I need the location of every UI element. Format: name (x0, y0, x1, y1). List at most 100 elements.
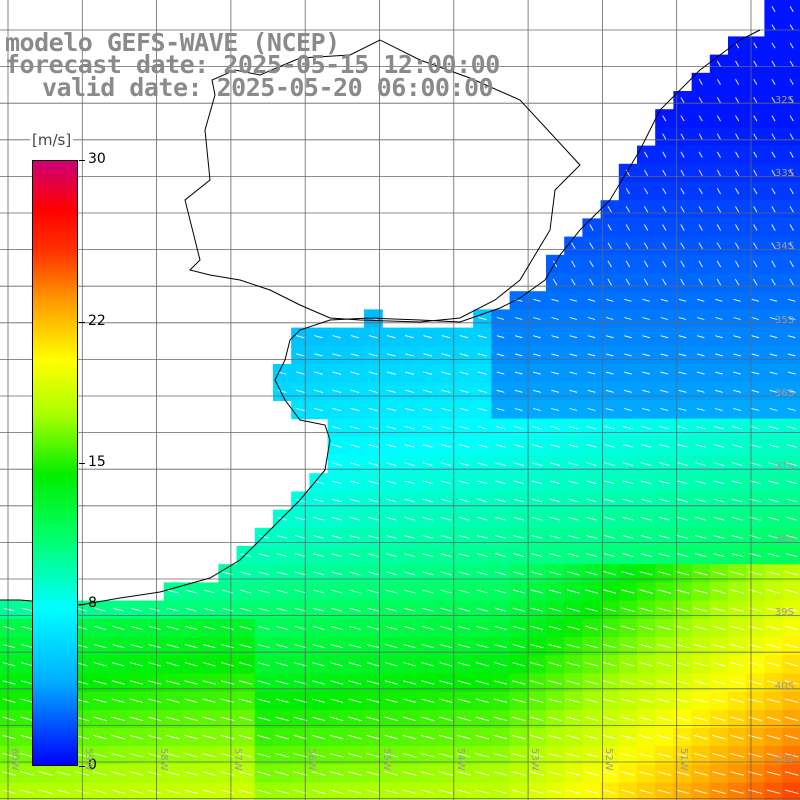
latitude-label: 36S (774, 387, 794, 399)
wind-speed-cell (782, 200, 800, 219)
wind-arrow (457, 625, 471, 630)
wind-arrow (350, 444, 360, 448)
wind-arrow (275, 680, 289, 685)
wind-arrow (403, 607, 416, 612)
wind-arrow (495, 480, 506, 485)
wind-arrow (678, 335, 687, 339)
wind-arrow (569, 389, 578, 393)
wind-arrow (751, 317, 760, 320)
wind-arrow (512, 571, 525, 576)
wind-arrow (711, 643, 726, 649)
wind-arrow (257, 625, 270, 630)
wind-arrow (295, 498, 306, 503)
wind-arrow (680, 242, 685, 249)
wind-arrow (367, 553, 379, 557)
wind-arrow (514, 408, 523, 411)
wind-arrow (459, 462, 470, 466)
wind-arrow (184, 789, 199, 794)
wind-arrow (441, 389, 451, 393)
wind-arrow (771, 169, 776, 177)
wind-arrow (768, 462, 779, 466)
wind-arrow (402, 753, 417, 758)
wind-arrow (238, 734, 253, 740)
wind-arrow (403, 662, 416, 667)
wind-arrow (348, 625, 361, 630)
wind-arrow (735, 78, 740, 85)
wind-arrow (348, 644, 362, 649)
wind-arrow (423, 389, 433, 393)
wind-arrow (585, 534, 598, 539)
wind-arrow (693, 607, 708, 612)
wind-arrow (657, 698, 672, 703)
wind-arrow (549, 535, 561, 539)
wind-arrow (658, 553, 671, 558)
wind-arrow (184, 716, 199, 722)
wind-arrow (623, 371, 632, 375)
wind-arrow (514, 335, 523, 339)
wind-arrow (771, 78, 776, 85)
wind-arrow (620, 698, 635, 703)
wind-arrow (713, 534, 725, 539)
wind-arrow (584, 680, 599, 685)
wind-speed-cell (782, 273, 800, 292)
wind-arrow (422, 407, 433, 412)
wind-arrow (368, 353, 378, 357)
wind-arrow (678, 317, 687, 320)
wind-arrow (421, 644, 434, 649)
wind-arrow (275, 698, 289, 703)
wind-speed-cell (218, 782, 238, 800)
wind-arrow (789, 24, 794, 31)
wind-arrow (167, 589, 179, 594)
wind-arrow (696, 353, 705, 357)
wind-speed-cell (291, 782, 310, 800)
wind-arrow (511, 789, 526, 794)
wind-arrow (531, 444, 542, 448)
wind-arrow (658, 498, 670, 503)
colorbar-tick-label: 8 (88, 595, 97, 612)
wind-arrow (787, 408, 796, 411)
wind-arrow (476, 607, 489, 612)
wind-arrow (312, 607, 325, 612)
wind-speed-cell (364, 782, 383, 800)
wind-arrow (423, 353, 433, 357)
wind-arrow (220, 698, 235, 703)
colorbar-tick-mark (79, 766, 85, 767)
wind-arrow (766, 662, 781, 667)
colorbar-tick-mark (79, 160, 85, 161)
wind-arrow (367, 535, 379, 539)
wind-arrow (529, 753, 544, 758)
wind-arrow (785, 553, 798, 558)
wind-arrow (459, 389, 469, 393)
wind-arrow (258, 589, 270, 594)
wind-arrow (532, 408, 541, 411)
wind-arrow (696, 335, 705, 339)
wind-arrow (148, 644, 162, 649)
wind-arrow (368, 407, 378, 412)
wind-arrow (675, 734, 690, 740)
wind-arrow (734, 260, 740, 268)
wind-arrow (714, 371, 723, 375)
wind-arrow (730, 734, 745, 740)
wind-arrow (184, 662, 198, 667)
wind-arrow (423, 371, 433, 375)
wind-arrow (640, 553, 652, 558)
wind-arrow (533, 317, 541, 320)
wind-arrow (313, 553, 324, 557)
wind-arrow (129, 716, 144, 722)
wind-arrow (513, 498, 525, 503)
wind-arrow (730, 607, 745, 612)
wind-arrow (3, 607, 15, 612)
latitude-label: 37S (774, 461, 794, 472)
wind-arrow (459, 335, 469, 339)
wind-arrow (459, 353, 469, 357)
wind-arrow (440, 498, 452, 503)
wind-arrow (587, 317, 596, 320)
wind-arrow (786, 498, 798, 503)
wind-arrow (675, 698, 690, 703)
wind-arrow (695, 444, 706, 448)
wind-arrow (421, 607, 434, 612)
wind-arrow (584, 734, 599, 740)
wind-arrow (423, 335, 433, 339)
wind-speed-cell (691, 782, 711, 800)
wind-arrow (147, 753, 162, 758)
